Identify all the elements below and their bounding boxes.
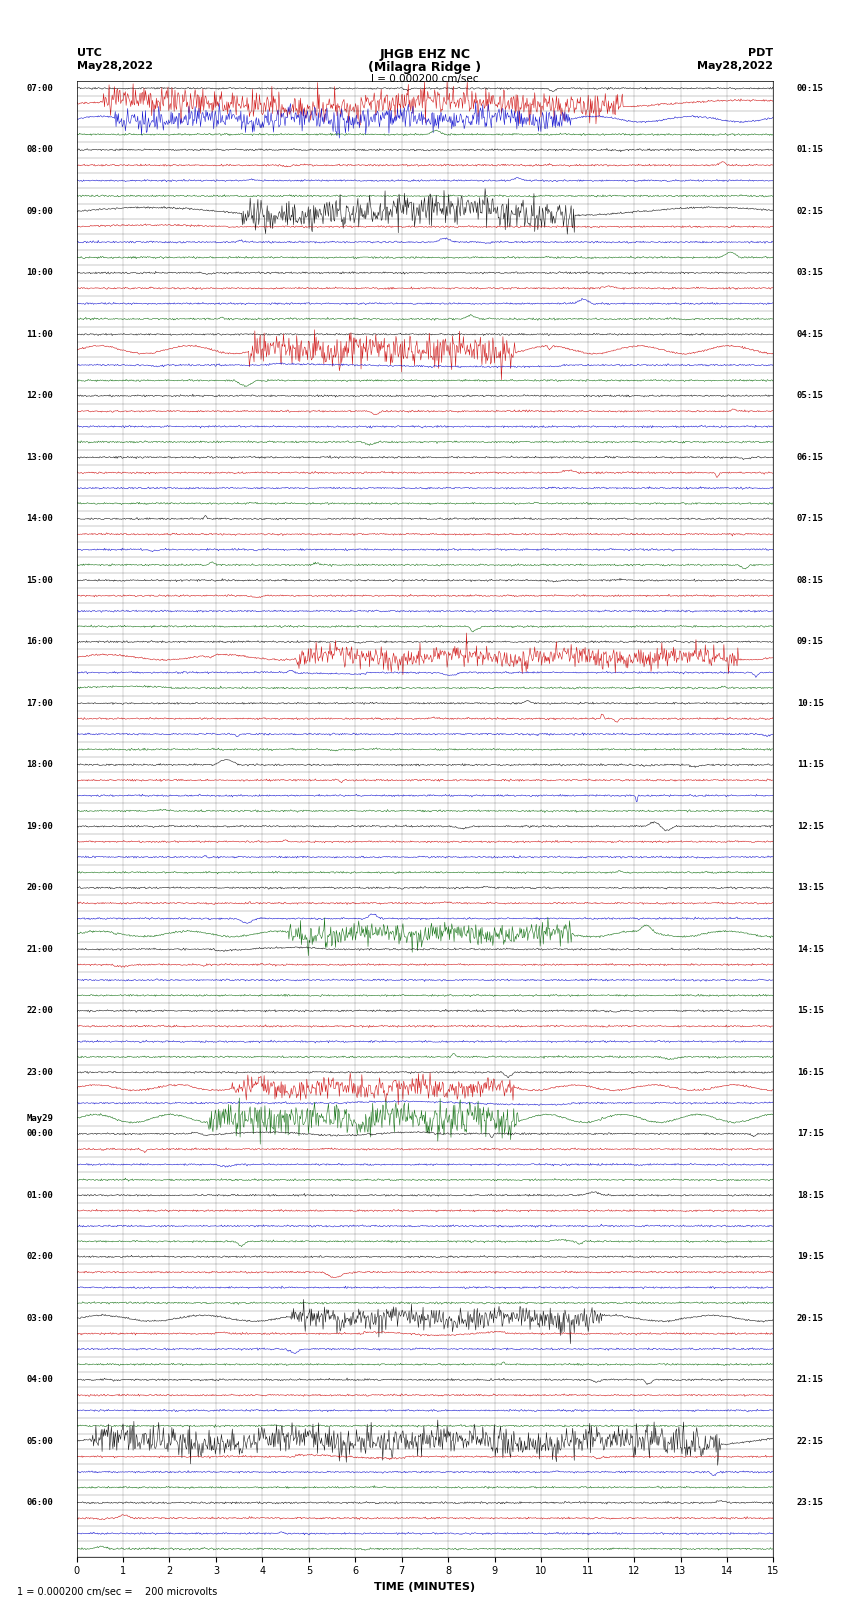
Text: 19:00: 19:00 — [26, 821, 54, 831]
Text: 00:00: 00:00 — [26, 1129, 54, 1139]
Text: 20:15: 20:15 — [796, 1313, 824, 1323]
Text: 23:15: 23:15 — [796, 1498, 824, 1507]
Text: 00:15: 00:15 — [796, 84, 824, 94]
Text: 15:15: 15:15 — [796, 1007, 824, 1015]
Text: 17:15: 17:15 — [796, 1129, 824, 1139]
Text: 04:00: 04:00 — [26, 1376, 54, 1384]
Text: I = 0.000200 cm/sec: I = 0.000200 cm/sec — [371, 74, 479, 84]
Text: 06:15: 06:15 — [796, 453, 824, 461]
Text: 20:00: 20:00 — [26, 884, 54, 892]
Text: 01:15: 01:15 — [796, 145, 824, 155]
Text: 06:00: 06:00 — [26, 1498, 54, 1507]
Text: May28,2022: May28,2022 — [698, 61, 774, 71]
Text: 14:00: 14:00 — [26, 515, 54, 523]
Text: PDT: PDT — [748, 48, 774, 58]
Text: (Milagra Ridge ): (Milagra Ridge ) — [368, 61, 482, 74]
X-axis label: TIME (MINUTES): TIME (MINUTES) — [375, 1582, 475, 1592]
Text: 04:15: 04:15 — [796, 329, 824, 339]
Text: 14:15: 14:15 — [796, 945, 824, 953]
Text: 09:00: 09:00 — [26, 206, 54, 216]
Text: 02:15: 02:15 — [796, 206, 824, 216]
Text: 08:15: 08:15 — [796, 576, 824, 586]
Text: 12:15: 12:15 — [796, 821, 824, 831]
Text: 18:00: 18:00 — [26, 760, 54, 769]
Text: 16:15: 16:15 — [796, 1068, 824, 1077]
Text: 21:00: 21:00 — [26, 945, 54, 953]
Text: 08:00: 08:00 — [26, 145, 54, 155]
Text: 16:00: 16:00 — [26, 637, 54, 647]
Text: 01:00: 01:00 — [26, 1190, 54, 1200]
Text: 10:15: 10:15 — [796, 698, 824, 708]
Text: JHGB EHZ NC: JHGB EHZ NC — [379, 48, 471, 61]
Text: 13:00: 13:00 — [26, 453, 54, 461]
Text: 11:15: 11:15 — [796, 760, 824, 769]
Text: 05:00: 05:00 — [26, 1437, 54, 1445]
Text: 09:15: 09:15 — [796, 637, 824, 647]
Text: 17:00: 17:00 — [26, 698, 54, 708]
Text: 19:15: 19:15 — [796, 1252, 824, 1261]
Text: 22:00: 22:00 — [26, 1007, 54, 1015]
Text: 21:15: 21:15 — [796, 1376, 824, 1384]
Text: 22:15: 22:15 — [796, 1437, 824, 1445]
Text: May29: May29 — [26, 1115, 54, 1123]
Text: 07:15: 07:15 — [796, 515, 824, 523]
Text: 12:00: 12:00 — [26, 392, 54, 400]
Text: 07:00: 07:00 — [26, 84, 54, 94]
Text: 1 = 0.000200 cm/sec =    200 microvolts: 1 = 0.000200 cm/sec = 200 microvolts — [17, 1587, 218, 1597]
Text: 18:15: 18:15 — [796, 1190, 824, 1200]
Text: 15:00: 15:00 — [26, 576, 54, 586]
Text: 03:00: 03:00 — [26, 1313, 54, 1323]
Text: 11:00: 11:00 — [26, 329, 54, 339]
Text: UTC: UTC — [76, 48, 101, 58]
Text: May28,2022: May28,2022 — [76, 61, 152, 71]
Text: 02:00: 02:00 — [26, 1252, 54, 1261]
Text: 05:15: 05:15 — [796, 392, 824, 400]
Text: 10:00: 10:00 — [26, 268, 54, 277]
Text: 03:15: 03:15 — [796, 268, 824, 277]
Text: 23:00: 23:00 — [26, 1068, 54, 1077]
Text: 13:15: 13:15 — [796, 884, 824, 892]
